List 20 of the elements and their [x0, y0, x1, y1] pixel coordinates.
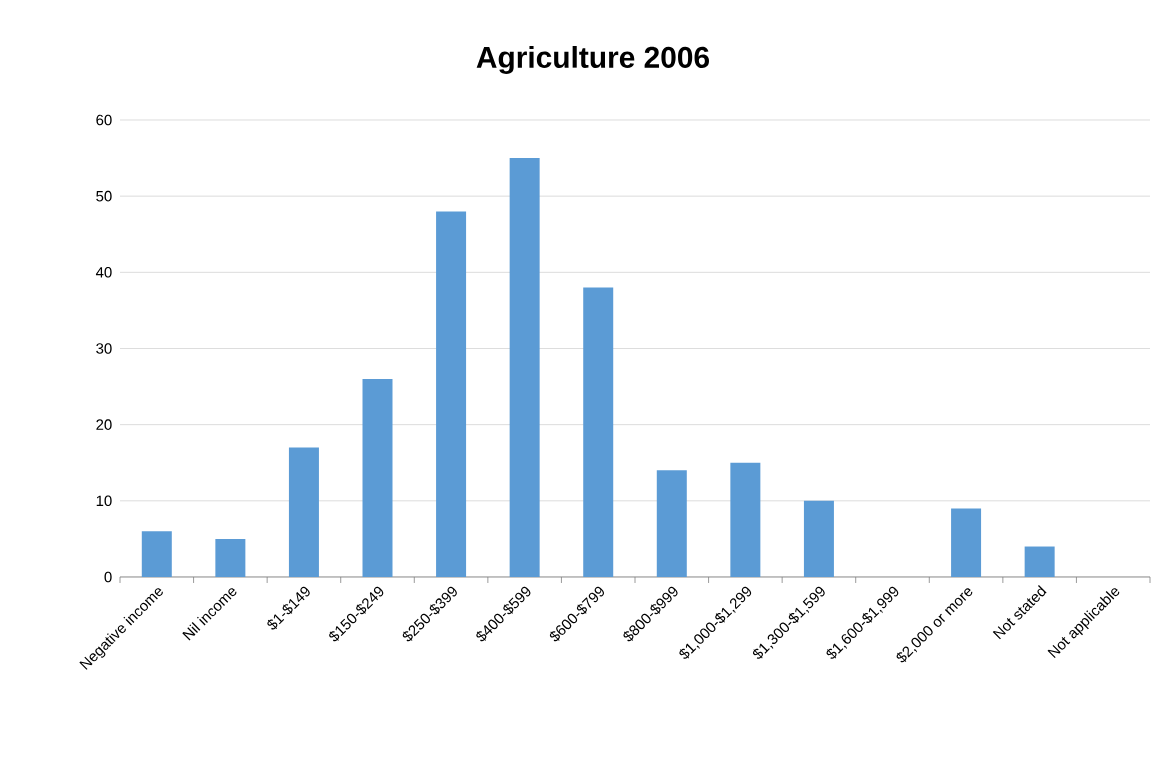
y-tick-label: 20 [96, 419, 112, 430]
y-tick-label: 50 [96, 190, 112, 202]
bar [951, 508, 982, 577]
y-tick-label: 10 [96, 495, 112, 507]
bar [656, 470, 687, 577]
bar [583, 287, 614, 577]
chart-title: Agriculture 2006 [476, 45, 709, 74]
bar [362, 378, 393, 577]
bar [730, 462, 761, 577]
bar [803, 500, 834, 577]
bar [141, 531, 172, 577]
bar [1024, 546, 1055, 577]
y-tick-label: 0 [104, 571, 112, 583]
bar [436, 211, 467, 577]
bar [288, 447, 319, 577]
y-tick-label: 30 [96, 343, 112, 354]
bar [509, 158, 540, 577]
y-tick-label: 60 [96, 114, 112, 126]
bar [215, 538, 246, 577]
y-tick-label: 40 [95, 267, 112, 278]
